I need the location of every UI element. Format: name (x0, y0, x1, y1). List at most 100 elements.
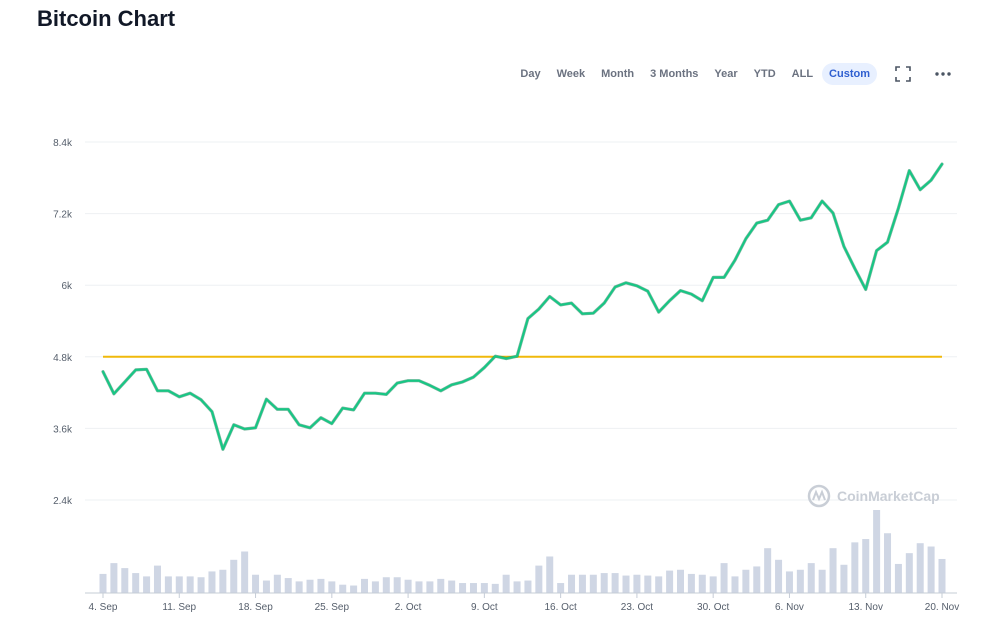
range-button-year[interactable]: Year (707, 63, 744, 85)
range-button-ytd[interactable]: YTD (747, 63, 783, 85)
volume-bar (633, 574, 641, 593)
volume-bar (589, 574, 597, 593)
volume-bar (230, 559, 238, 593)
x-tick-label: 6. Nov (775, 602, 804, 613)
x-tick-label: 30. Oct (697, 602, 729, 613)
volume-bar (666, 570, 674, 593)
y-tick-label: 3.6k (53, 424, 73, 435)
volume-bar (469, 583, 477, 593)
volume-bar (262, 580, 270, 593)
volume-bar (186, 576, 194, 593)
coinmarketcap-logo-icon (807, 484, 831, 508)
volume-bar (894, 563, 902, 593)
page-title: Bitcoin Chart (37, 6, 176, 31)
volume-bar (655, 576, 663, 593)
volume-bar (829, 548, 837, 593)
volume-bar (764, 548, 772, 593)
range-button-month[interactable]: Month (594, 63, 641, 85)
volume-bar (175, 576, 183, 593)
range-button-3-months[interactable]: 3 Months (643, 63, 705, 85)
y-tick-label: 6k (61, 281, 73, 292)
range-button-week[interactable]: Week (550, 63, 593, 85)
range-button-all[interactable]: ALL (785, 63, 820, 85)
price-line-shadow (101, 162, 944, 451)
volume-bar (350, 585, 358, 593)
volume-bar (709, 576, 717, 593)
volume-bar (622, 575, 630, 593)
time-range-toolbar: Day Week Month 3 Months Year YTD ALL Cus… (513, 63, 957, 85)
price-series (101, 162, 944, 451)
volume-bar (731, 576, 739, 593)
volume-bar (252, 574, 260, 593)
range-button-day[interactable]: Day (513, 63, 547, 85)
volume-bar (404, 579, 412, 593)
volume-bar (371, 581, 379, 593)
volume-bar (241, 551, 249, 593)
volume-bar (840, 564, 848, 593)
volume-bar (938, 558, 946, 593)
volume-bar (382, 577, 390, 593)
volume-bar (415, 581, 423, 593)
volume-bar (753, 566, 761, 593)
volume-bar (459, 583, 467, 593)
volume-bar (568, 574, 576, 593)
volume-bar (884, 533, 892, 593)
x-tick-label: 20. Nov (925, 602, 959, 613)
x-tick-label: 18. Sep (238, 602, 273, 613)
volume-bar (502, 574, 510, 593)
volume-bar (687, 573, 695, 593)
volume-bar (219, 569, 227, 593)
volume-bar (121, 568, 129, 593)
volume-bar (611, 573, 619, 593)
x-tick-label: 2. Oct (395, 602, 422, 613)
volume-bar (742, 569, 750, 593)
coinmarketcap-watermark: CoinMarketCap (807, 484, 940, 508)
x-tick-label: 16. Oct (545, 602, 577, 613)
x-tick-label: 13. Nov (848, 602, 882, 613)
volume-bar (785, 571, 793, 593)
volume-bar (676, 569, 684, 593)
watermark-text: CoinMarketCap (837, 488, 940, 504)
volume-bar (578, 574, 586, 593)
volume-bar (927, 546, 935, 593)
chart-gridlines (85, 141, 957, 501)
y-tick-label: 8.4k (53, 138, 73, 149)
more-options-icon-glyph (935, 72, 951, 76)
volume-bar (143, 576, 151, 593)
volume-bar (480, 583, 488, 593)
range-button-custom[interactable]: Custom (822, 63, 877, 85)
y-tick-label: 4.8k (53, 353, 73, 364)
volume-bar (295, 581, 303, 593)
fullscreen-icon[interactable] (889, 63, 917, 85)
x-tick-label: 11. Sep (162, 602, 196, 613)
volume-bar (426, 581, 434, 593)
volume-bar (851, 542, 859, 593)
volume-bars (99, 510, 946, 593)
volume-bar (546, 556, 554, 593)
volume-bar (491, 583, 499, 593)
volume-bar (208, 571, 216, 593)
volume-bar (698, 574, 706, 593)
volume-bar (916, 543, 924, 593)
volume-bar (644, 575, 652, 593)
volume-bar (513, 581, 521, 593)
volume-bar (99, 573, 107, 593)
fullscreen-icon-glyph (895, 66, 911, 82)
x-tick-label: 25. Sep (315, 602, 350, 613)
x-tick-label: 23. Oct (621, 602, 653, 613)
volume-bar (535, 565, 543, 593)
volume-bar (775, 559, 783, 593)
volume-bar (393, 577, 401, 593)
volume-bar (273, 574, 281, 593)
volume-bar (284, 578, 292, 593)
volume-bar (317, 578, 325, 593)
y-tick-label: 7.2k (53, 210, 73, 221)
volume-bar (600, 573, 608, 593)
more-options-icon[interactable] (929, 63, 957, 85)
volume-bar (328, 581, 336, 593)
volume-bar (164, 576, 172, 593)
volume-bar (905, 553, 913, 593)
volume-bar (524, 580, 532, 593)
volume-bar (818, 569, 826, 593)
